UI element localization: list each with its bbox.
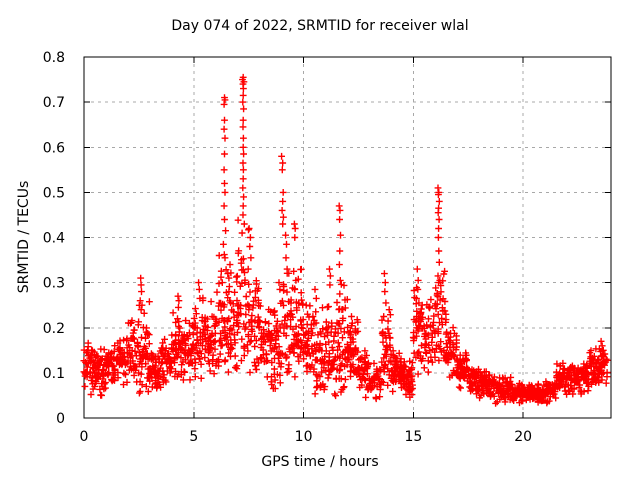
x-axis-label: GPS time / hours [261,454,379,470]
x-tick-label: 15 [404,429,422,445]
x-tick-label: 0 [80,429,89,445]
plot-border [83,56,612,419]
chart-title: Day 074 of 2022, SRMTID for receiver wla… [171,18,469,34]
x-tick-label: 10 [295,429,313,445]
grid-lines [84,57,611,418]
scatter-points [80,73,611,407]
y-tick-label: 0.2 [43,321,65,337]
y-tick-label: 0.4 [43,231,65,247]
y-tick-label: 0.7 [43,95,65,111]
y-tick-label: 0.6 [43,140,65,156]
y-tick-label: 0.1 [43,366,65,382]
y-tick-label: 0.8 [43,50,65,66]
y-tick-label: 0 [56,411,65,427]
x-tick-label: 20 [514,429,532,445]
x-tick-label: 5 [189,429,198,445]
y-tick-label: 0.5 [43,185,65,201]
y-tick-label: 0.3 [43,276,65,292]
